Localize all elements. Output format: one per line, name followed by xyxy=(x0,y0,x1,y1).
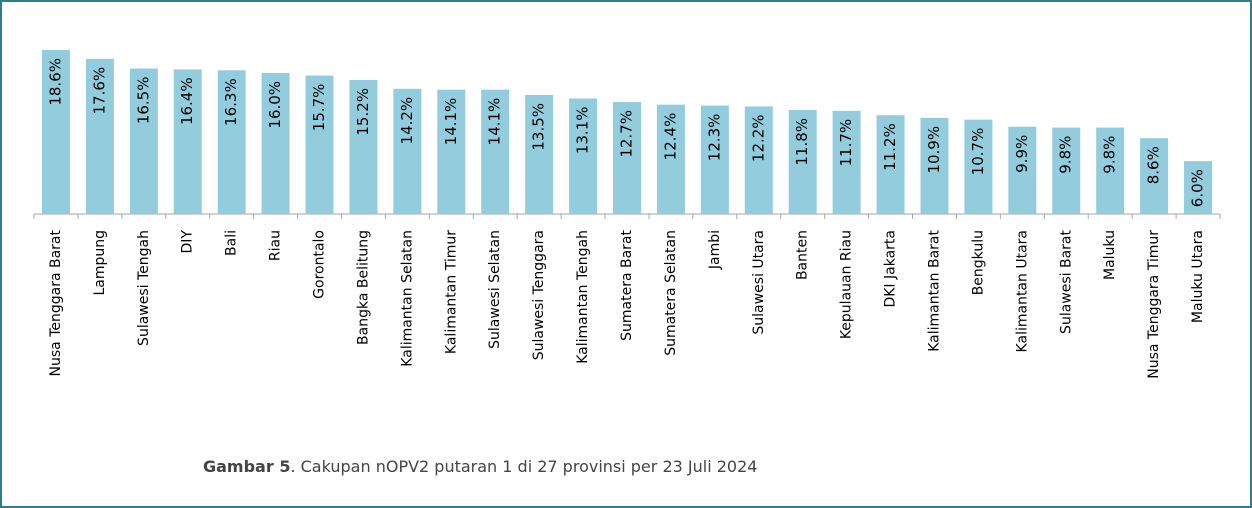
x-tick-label: Kalimantan Timur xyxy=(443,230,459,354)
value-label: 12.4% xyxy=(661,113,679,161)
x-tick-label: Sulawesi Selatan xyxy=(487,230,503,349)
x-tick-label: Riau xyxy=(268,230,284,261)
x-tick-label: Sulawesi Tenggara xyxy=(531,230,547,360)
value-label: 14.1% xyxy=(486,98,504,146)
value-label: 6.0% xyxy=(1189,169,1207,207)
bar xyxy=(1140,138,1169,214)
bar xyxy=(876,115,905,214)
x-tick-label: Bali xyxy=(224,230,240,256)
bar xyxy=(173,69,202,214)
value-label: 12.3% xyxy=(705,114,723,162)
bar xyxy=(964,119,993,214)
value-label: 9.8% xyxy=(1057,136,1075,174)
bar xyxy=(525,94,554,214)
x-tick-label: Gorontalo xyxy=(312,230,328,299)
bar xyxy=(1052,127,1081,214)
bar xyxy=(41,50,70,214)
caption: Gambar 5. Cakupan nOPV2 putaran 1 di 27 … xyxy=(203,457,757,476)
x-tick-label: Banten xyxy=(795,230,811,280)
bar xyxy=(1184,161,1213,214)
bar xyxy=(129,68,158,214)
x-tick-label: Sumatera Selatan xyxy=(663,230,679,356)
caption-label: Gambar 5 xyxy=(203,457,290,476)
value-label: 14.1% xyxy=(442,98,460,146)
value-label: 10.9% xyxy=(925,126,943,174)
value-label: 16.0% xyxy=(266,81,284,129)
value-label: 13.1% xyxy=(574,106,592,154)
bar xyxy=(437,89,466,214)
value-label: 17.6% xyxy=(90,67,108,115)
value-label: 15.2% xyxy=(354,88,372,136)
value-label: 16.3% xyxy=(222,78,240,126)
x-tick-label: Maluku Utara xyxy=(1190,230,1206,323)
x-tick-label: Lampung xyxy=(92,230,108,296)
value-label: 9.8% xyxy=(1101,136,1119,174)
bar xyxy=(261,72,290,214)
value-label: 18.6% xyxy=(46,58,64,106)
bar xyxy=(569,98,598,214)
value-label: 11.2% xyxy=(881,123,899,171)
x-tick-label: Maluku xyxy=(1102,230,1118,280)
value-label: 12.7% xyxy=(618,110,636,158)
value-label: 15.7% xyxy=(310,84,328,132)
bar xyxy=(349,79,378,215)
value-label: 16.4% xyxy=(178,77,196,125)
bar xyxy=(656,104,685,214)
bar xyxy=(393,88,422,214)
value-label: 13.5% xyxy=(530,103,548,151)
bar xyxy=(1096,127,1125,214)
x-tick-label: DKI Jakarta xyxy=(883,230,899,308)
caption-text: . Cakupan nOPV2 putaran 1 di 27 provinsi… xyxy=(290,457,757,476)
x-tick-label: Jambi xyxy=(707,230,723,270)
bar xyxy=(744,106,773,214)
x-tick-label: Kepulauan Riau xyxy=(839,230,855,339)
value-label: 8.6% xyxy=(1145,146,1163,184)
x-tick-label: Bengkulu xyxy=(970,230,986,295)
bar xyxy=(481,89,510,214)
bar xyxy=(788,109,817,214)
value-label: 11.8% xyxy=(793,118,811,166)
x-tick-label: DIY xyxy=(180,230,196,254)
value-label: 9.9% xyxy=(1013,135,1031,173)
value-label: 10.7% xyxy=(969,128,987,176)
x-tick-label: Nusa Tenggara Barat xyxy=(48,230,64,377)
x-tick-label: Kalimantan Barat xyxy=(926,230,942,352)
bar xyxy=(217,70,246,214)
x-tick-label: Kalimantan Tengah xyxy=(575,230,591,364)
x-tick-label: Nusa Tenggara Timur xyxy=(1146,230,1162,379)
x-tick-label: Sulawesi Utara xyxy=(751,230,767,335)
bar xyxy=(700,105,729,214)
value-label: 12.2% xyxy=(749,114,767,162)
bar xyxy=(613,102,641,214)
x-tick-label: Sumatera Barat xyxy=(619,229,635,340)
x-tick-label: Kalimantan Selatan xyxy=(399,230,415,367)
bar xyxy=(920,117,949,214)
x-tick-label: Bangka Belitung xyxy=(355,230,371,345)
bar xyxy=(1008,126,1037,214)
x-tick-label: Sulawesi Barat xyxy=(1058,229,1074,333)
bar xyxy=(832,110,861,214)
value-label: 14.2% xyxy=(398,97,416,145)
x-tick-label: Kalimantan Utara xyxy=(1014,230,1030,352)
bar xyxy=(85,58,114,215)
value-label: 16.5% xyxy=(134,77,152,125)
bar xyxy=(305,75,334,215)
x-tick-label: Sulawesi Tengah xyxy=(136,230,152,346)
value-label: 11.7% xyxy=(837,119,855,167)
